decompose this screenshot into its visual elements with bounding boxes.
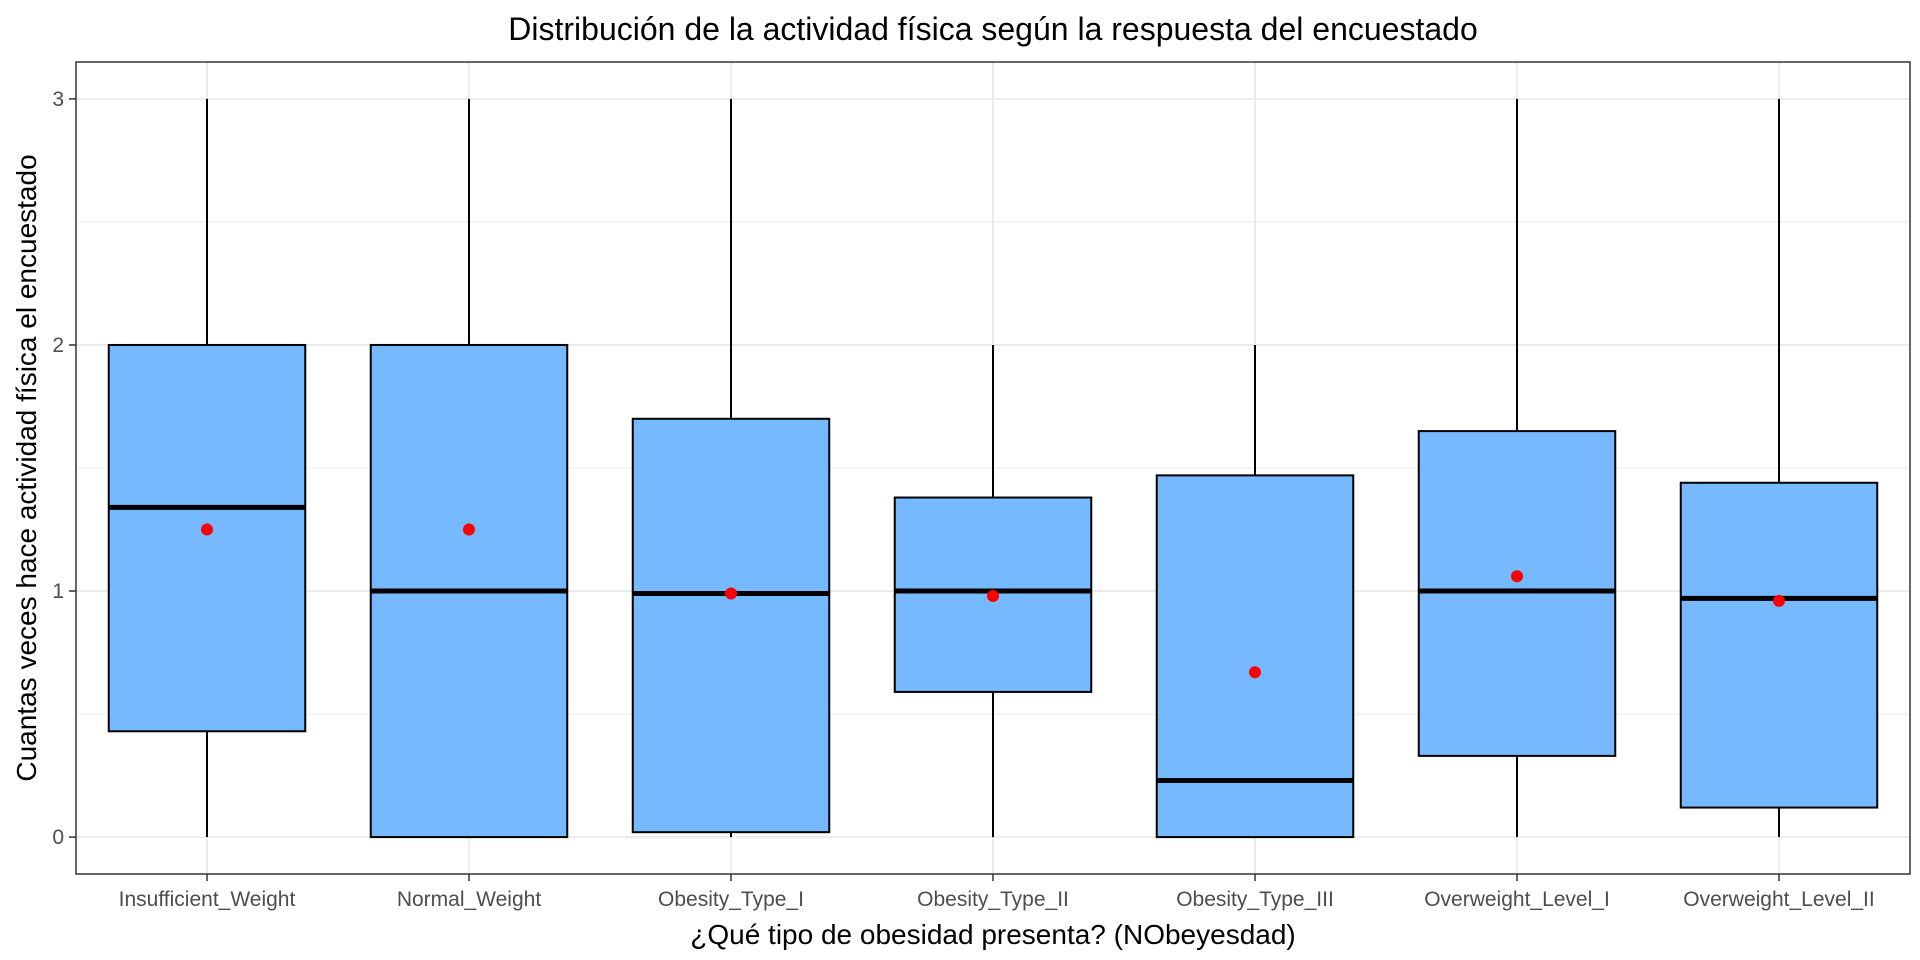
box-iqr: [107, 343, 307, 733]
box-group: [1155, 344, 1355, 839]
y-tick-label: 2: [52, 334, 64, 357]
x-tick-label: Normal_Weight: [397, 888, 541, 911]
box-iqr: [1679, 481, 1879, 809]
box-group: [631, 98, 831, 838]
y-tick-label: 0: [52, 826, 64, 849]
mean-point: [463, 523, 475, 536]
mean-point: [201, 523, 213, 536]
y-tick-label: 1: [52, 580, 64, 603]
box-iqr: [1155, 474, 1355, 839]
x-tick-label: Insufficient_Weight: [119, 888, 296, 911]
x-tick-label: Obesity_Type_II: [917, 888, 1069, 911]
box-layer: [107, 98, 1879, 839]
y-tick-label: 3: [52, 88, 64, 111]
x-tick-label: Overweight_Level_I: [1424, 888, 1610, 911]
chart-title: Distribución de la actividad física segú…: [508, 11, 1477, 47]
box-group: [1679, 98, 1879, 838]
box-group: [1417, 98, 1617, 838]
mean-point: [1773, 594, 1785, 607]
box-iqr: [631, 417, 831, 834]
x-tick-label: Obesity_Type_III: [1176, 888, 1334, 911]
mean-point: [1511, 570, 1523, 583]
x-tick-label: Overweight_Level_II: [1683, 888, 1874, 911]
x-axis-title: ¿Qué tipo de obesidad presenta? (NObeyes…: [690, 919, 1296, 950]
box-group: [893, 344, 1093, 838]
mean-point: [987, 589, 999, 602]
y-axis-title: Cuantas veces hace actividad física el e…: [11, 154, 42, 781]
box-group: [369, 98, 569, 839]
mean-point: [1249, 666, 1261, 679]
mean-point: [725, 587, 737, 600]
x-tick-label: Obesity_Type_I: [658, 888, 804, 911]
axis-layer: 0 1 2 3 Insufficient_Weight Normal_Weight Obes…: [52, 88, 1874, 911]
box-group: [107, 98, 307, 838]
